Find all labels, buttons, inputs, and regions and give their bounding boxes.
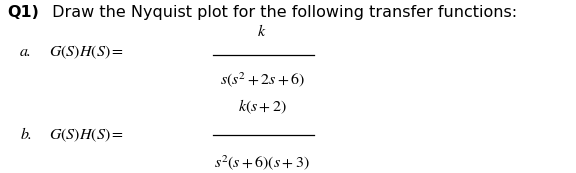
Text: Q1): Q1): [7, 5, 39, 20]
Text: $G(S)H(S)=$: $G(S)H(S)=$: [49, 43, 124, 61]
Text: $s^{2}(s+6)(s+3)$: $s^{2}(s+6)(s+3)$: [214, 153, 310, 172]
Text: $k$: $k$: [257, 23, 267, 39]
Text: $k(s+2)$: $k(s+2)$: [238, 98, 286, 116]
Text: b.: b.: [20, 128, 32, 142]
Text: Draw the Nyquist plot for the following transfer functions:: Draw the Nyquist plot for the following …: [47, 5, 517, 20]
Text: a.: a.: [20, 45, 32, 59]
Text: $G(S)H(S)=$: $G(S)H(S)=$: [49, 126, 124, 144]
Text: $s(s^{2}+2s+6)$: $s(s^{2}+2s+6)$: [219, 70, 305, 89]
